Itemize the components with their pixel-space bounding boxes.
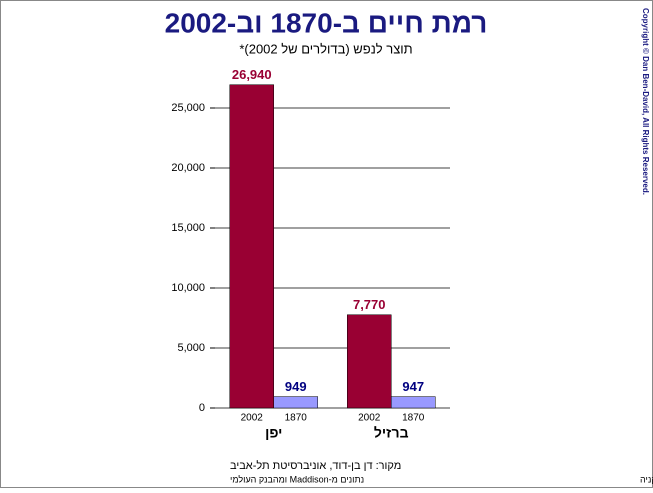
copyright: Copyright © Dan Ben-David, All Rights Re…	[641, 8, 650, 195]
y-tick-label: 10,000	[171, 282, 205, 294]
chart-title: רמת חיים ב-1870 וב-2002	[165, 7, 488, 38]
y-tick-label: 15,000	[171, 222, 205, 234]
bar	[229, 84, 274, 409]
data-label: 7,770	[353, 297, 386, 312]
y-tick-label: 25,000	[171, 102, 205, 114]
y-tick-label: 5,000	[177, 342, 205, 354]
series-label: 2002	[241, 413, 264, 424]
bar	[273, 396, 318, 409]
y-tick-label: 0	[199, 402, 205, 414]
bar	[391, 396, 436, 409]
data-label: 947	[402, 379, 424, 394]
source: נתונים מ-Maddison ומהבנק העולמי	[230, 474, 364, 484]
data-label: 949	[285, 379, 307, 394]
series-label: 1870	[285, 413, 308, 424]
x-tick-label: ברזיל	[374, 425, 409, 441]
x-tick-label: יפן	[265, 425, 282, 441]
footnote: * לפי יחס כח קניה	[640, 474, 653, 484]
series-label: 1870	[402, 413, 425, 424]
y-tick-label: 20,000	[171, 162, 205, 174]
series-label: 2002	[358, 413, 381, 424]
bar	[347, 314, 392, 409]
source: מקור: דן בן-דוד, אוניברסיטת תל-אביב	[230, 459, 401, 472]
chart-subtitle: תוצר לנפש (בדולרים של 2002)*	[239, 41, 412, 56]
data-label: 26,940	[232, 67, 272, 82]
